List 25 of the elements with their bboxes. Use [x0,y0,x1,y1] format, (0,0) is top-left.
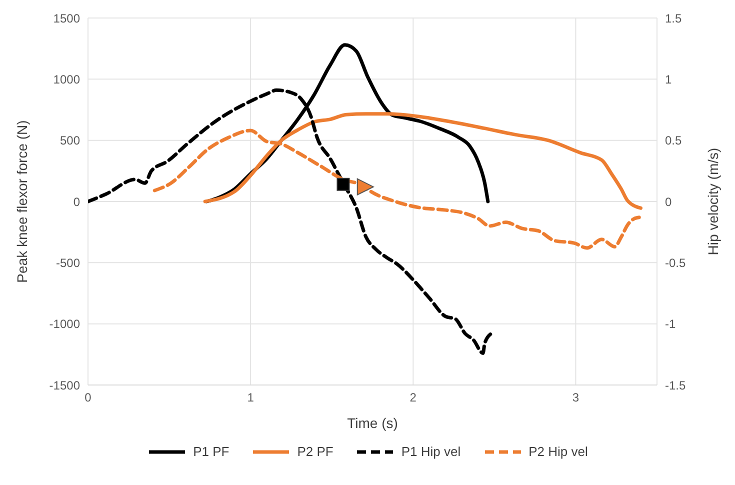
y2-tick-label: -0.5 [665,256,686,270]
y2-tick-label: -1.5 [665,378,686,392]
legend-label: P2 Hip vel [528,444,588,459]
x-tick-label: 0 [84,390,92,405]
y2-tick-label: 0.5 [665,134,682,148]
y-tick-label: 1500 [53,11,80,26]
x-tick-label: 1 [247,390,254,405]
y2-axis-title: Hip velocity (m/s) [704,148,721,256]
x-axis-title: Time (s) [347,415,398,431]
y-tick-label: -500 [56,256,80,270]
y-tick-label: -1000 [49,317,80,332]
y-tick-label: 500 [60,134,80,148]
y2-tick-label: -1 [665,317,676,332]
legend-label: P2 PF [297,444,334,459]
y-axis-title: Peak knee flexor force (N) [14,120,30,283]
legend-label: P1 Hip vel [401,444,461,459]
y2-tick-label: 1 [665,72,672,86]
legend-label: P1 PF [193,444,230,459]
y-tick-label: 1000 [53,72,80,86]
y2-tick-label: 1.5 [665,11,682,26]
x-tick-label: 2 [410,390,417,405]
y2-tick-label: 0 [665,194,672,209]
y-tick-label: 0 [73,194,80,209]
x-tick-label: 3 [572,390,580,405]
y-tick-label: -1500 [49,378,80,392]
